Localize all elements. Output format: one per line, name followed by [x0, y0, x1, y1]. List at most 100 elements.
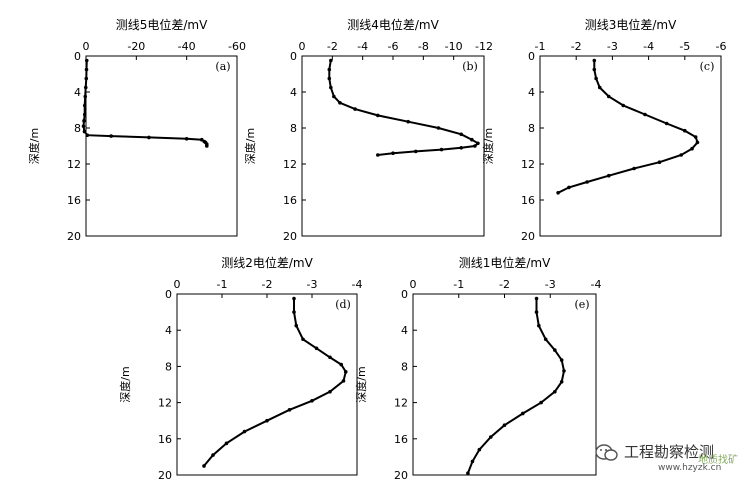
data-point	[327, 67, 332, 72]
y-tick-label: 0	[528, 50, 535, 63]
data-point	[459, 132, 464, 137]
plot-frame	[176, 293, 358, 476]
y-tick-label: 4	[165, 324, 172, 337]
y-axis-title: 深度/m	[243, 128, 257, 164]
data-point	[82, 129, 87, 134]
data-point	[436, 126, 441, 130]
y-tick-label: 0	[165, 288, 172, 301]
watermark-line1: 工程勘察检测	[624, 443, 715, 461]
data-point	[543, 337, 548, 342]
x-tick-label: -2	[499, 278, 510, 291]
data-point	[292, 296, 296, 301]
data-point	[534, 296, 539, 301]
data-point	[328, 355, 332, 360]
y-tick-label: 8	[401, 360, 408, 373]
data-point	[597, 85, 602, 90]
y-tick-label: 12	[67, 158, 81, 171]
data-point	[534, 310, 539, 314]
data-point	[521, 411, 525, 416]
panel-label: (c)	[700, 60, 715, 73]
data-point	[376, 113, 380, 118]
y-tick-label: 16	[158, 433, 172, 446]
wechat-icon	[595, 444, 618, 461]
data-point	[341, 379, 346, 383]
data-point	[606, 94, 611, 99]
x-tick-label: -2	[262, 278, 273, 291]
data-point	[567, 185, 571, 190]
x-axis-title: 测线3电位差/mV	[585, 17, 677, 32]
data-point	[553, 348, 557, 352]
chart-panel-4: 测线2电位差/mV 0 -1 -2 -3 -4 0 4 8 12 16 20 深度/m (d)	[118, 255, 362, 482]
x-tick-label: -4	[591, 278, 602, 291]
panel-label: (b)	[462, 60, 478, 73]
x-tick-label: -1	[535, 40, 546, 53]
y-axis-title: 深度/m	[354, 366, 368, 402]
data-point	[406, 119, 410, 124]
data-point	[242, 429, 247, 434]
data-point	[664, 121, 669, 126]
data-point	[205, 144, 209, 148]
x-tick-label: -60	[228, 40, 246, 53]
data-point	[632, 166, 636, 171]
x-tick-label: -1	[217, 278, 228, 291]
data-point	[84, 67, 89, 72]
x-tick-label: 0	[174, 278, 181, 291]
data-point	[470, 137, 474, 142]
y-tick-label: 20	[394, 469, 408, 482]
data-point	[85, 133, 90, 137]
y-tick-label: 4	[74, 86, 81, 99]
data-point	[81, 124, 86, 128]
x-tick-label: -12	[475, 40, 493, 53]
y-tick-label: 8	[74, 122, 81, 135]
data-point	[199, 137, 204, 142]
data-point	[84, 58, 89, 63]
y-tick-label: 16	[283, 194, 297, 207]
series-line	[203, 298, 347, 467]
data-point	[592, 67, 597, 72]
data-point	[693, 135, 698, 139]
data-point	[690, 146, 694, 151]
x-tick-label: -3	[545, 278, 556, 291]
data-point	[488, 435, 493, 439]
plot-frame	[85, 55, 238, 237]
y-tick-label: 4	[528, 86, 535, 99]
x-tick-label: -10	[445, 40, 463, 53]
data-point	[537, 323, 541, 328]
y-tick-label: 0	[401, 288, 408, 301]
data-point	[202, 464, 206, 468]
x-tick-label: -6	[716, 40, 727, 53]
data-point	[477, 447, 482, 452]
y-tick-label: 16	[394, 433, 408, 446]
data-point	[439, 147, 444, 152]
data-point	[343, 370, 348, 374]
data-point	[391, 151, 395, 155]
y-tick-label: 20	[158, 469, 172, 482]
data-point	[203, 140, 208, 145]
data-point	[84, 76, 89, 81]
data-point	[592, 58, 597, 63]
data-point	[695, 140, 700, 145]
watermark: 工程勘察检测 地质找矿 www.hzyzk.cn	[594, 436, 754, 482]
data-point	[353, 107, 357, 111]
series-line	[328, 60, 480, 156]
chart-panel-1: 测线5电位差/mV 0 -20 -40 -60 0 4 8 12 16 20 深度/m (a)	[27, 17, 246, 243]
data-point	[294, 323, 299, 328]
data-point	[109, 134, 113, 138]
data-point	[679, 153, 683, 157]
data-point	[211, 453, 215, 457]
x-tick-label: -4	[357, 40, 368, 53]
data-point	[559, 379, 564, 384]
data-point	[539, 400, 543, 405]
y-tick-label: 16	[67, 194, 81, 207]
data-point	[657, 160, 662, 164]
data-point	[466, 471, 470, 475]
x-tick-label: -2	[571, 40, 582, 53]
y-tick-label: 4	[401, 324, 408, 337]
data-point	[338, 101, 342, 105]
x-tick-label: -4	[643, 40, 654, 53]
data-point	[301, 337, 305, 342]
data-point	[287, 408, 292, 412]
x-tick-label: 0	[410, 278, 417, 291]
y-tick-label: 8	[290, 122, 297, 135]
panel-label: (a)	[215, 60, 230, 73]
